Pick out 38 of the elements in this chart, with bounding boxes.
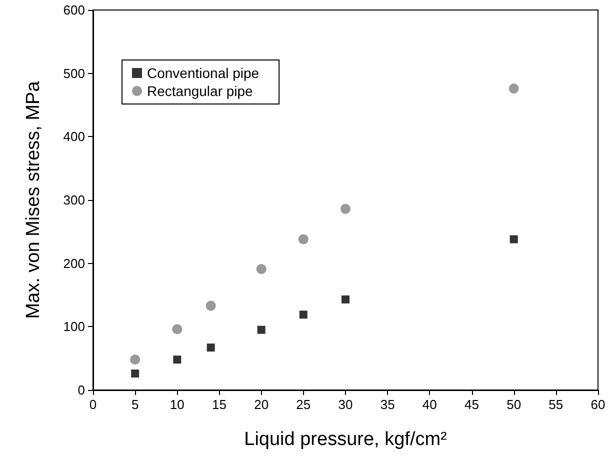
legend-label: Rectangular pipe: [147, 83, 254, 99]
point: [256, 264, 266, 274]
y-axis-title: Max. von Mises stress, MPa: [23, 80, 44, 319]
point: [508, 84, 519, 94]
x-tick-label: 15: [212, 397, 226, 412]
x-tick-label: 30: [338, 397, 353, 412]
x-tick-label: 50: [506, 397, 522, 412]
point: [298, 234, 308, 244]
point: [206, 344, 215, 352]
x-tick-label: 25: [296, 397, 311, 412]
y-tick-label: 200: [63, 256, 85, 271]
point: [206, 300, 216, 311]
y-tick-label: 300: [63, 192, 85, 208]
point: [342, 295, 350, 304]
x-tick-label: 55: [548, 397, 564, 412]
x-tick-label: 5: [131, 397, 139, 412]
y-tick-label: 500: [63, 66, 85, 81]
point: [257, 326, 266, 334]
x-tick-label: 40: [422, 397, 437, 412]
y-tick-label: 0: [78, 382, 85, 398]
point: [340, 204, 350, 214]
point: [173, 356, 182, 364]
x-tick-label: 0: [89, 397, 97, 412]
x-tick-label: 10: [170, 397, 184, 412]
y-tick-label: 400: [63, 129, 85, 144]
y-tick-label: 100: [63, 319, 85, 334]
x-tick-label: 35: [380, 397, 395, 412]
x-axis-title: Liquid pressure, kgf/cm²: [244, 429, 447, 450]
point: [510, 235, 518, 244]
x-tick-label: 20: [254, 397, 269, 412]
point: [172, 324, 182, 334]
point: [131, 370, 140, 378]
point: [130, 354, 140, 365]
x-tick-label: 45: [464, 397, 479, 412]
y-tick-label: 600: [63, 2, 85, 18]
point: [299, 310, 308, 319]
legend-label: Conventional pipe: [147, 65, 260, 81]
x-tick-label: 60: [590, 397, 606, 412]
